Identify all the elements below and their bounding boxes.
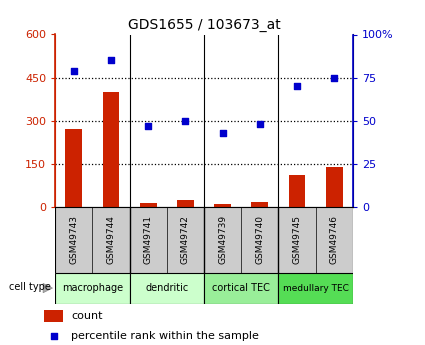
- Point: [294, 83, 300, 89]
- Text: GSM49744: GSM49744: [107, 215, 116, 264]
- Bar: [177, 200, 194, 207]
- Text: macrophage: macrophage: [62, 283, 123, 293]
- Polygon shape: [43, 284, 52, 293]
- Bar: [140, 203, 156, 207]
- Point: [182, 118, 189, 124]
- Point: [71, 68, 77, 73]
- Bar: [55, 273, 130, 304]
- Text: GSM49746: GSM49746: [330, 215, 339, 264]
- Text: cortical TEC: cortical TEC: [212, 283, 270, 293]
- Bar: [65, 129, 82, 207]
- Text: percentile rank within the sample: percentile rank within the sample: [71, 331, 259, 341]
- Title: GDS1655 / 103673_at: GDS1655 / 103673_at: [128, 18, 280, 32]
- Text: GSM49745: GSM49745: [292, 215, 301, 264]
- Text: dendritic: dendritic: [145, 283, 188, 293]
- Bar: [214, 204, 231, 207]
- Bar: [44, 310, 63, 322]
- Bar: [278, 273, 353, 304]
- Text: cell type: cell type: [9, 282, 51, 292]
- Point: [50, 333, 57, 339]
- Bar: [130, 273, 204, 304]
- Point: [256, 121, 263, 127]
- Point: [108, 58, 114, 63]
- Point: [219, 130, 226, 136]
- Point: [331, 75, 337, 80]
- Bar: [204, 273, 278, 304]
- Text: GSM49739: GSM49739: [218, 215, 227, 264]
- Point: [145, 123, 152, 129]
- Text: GSM49741: GSM49741: [144, 215, 153, 264]
- Bar: [103, 92, 119, 207]
- Text: GSM49742: GSM49742: [181, 215, 190, 264]
- Bar: [289, 175, 305, 207]
- Text: GSM49740: GSM49740: [255, 215, 264, 264]
- Text: medullary TEC: medullary TEC: [283, 284, 348, 293]
- Bar: [252, 202, 268, 207]
- Text: count: count: [71, 311, 102, 321]
- Text: GSM49743: GSM49743: [69, 215, 78, 264]
- Bar: [326, 167, 343, 207]
